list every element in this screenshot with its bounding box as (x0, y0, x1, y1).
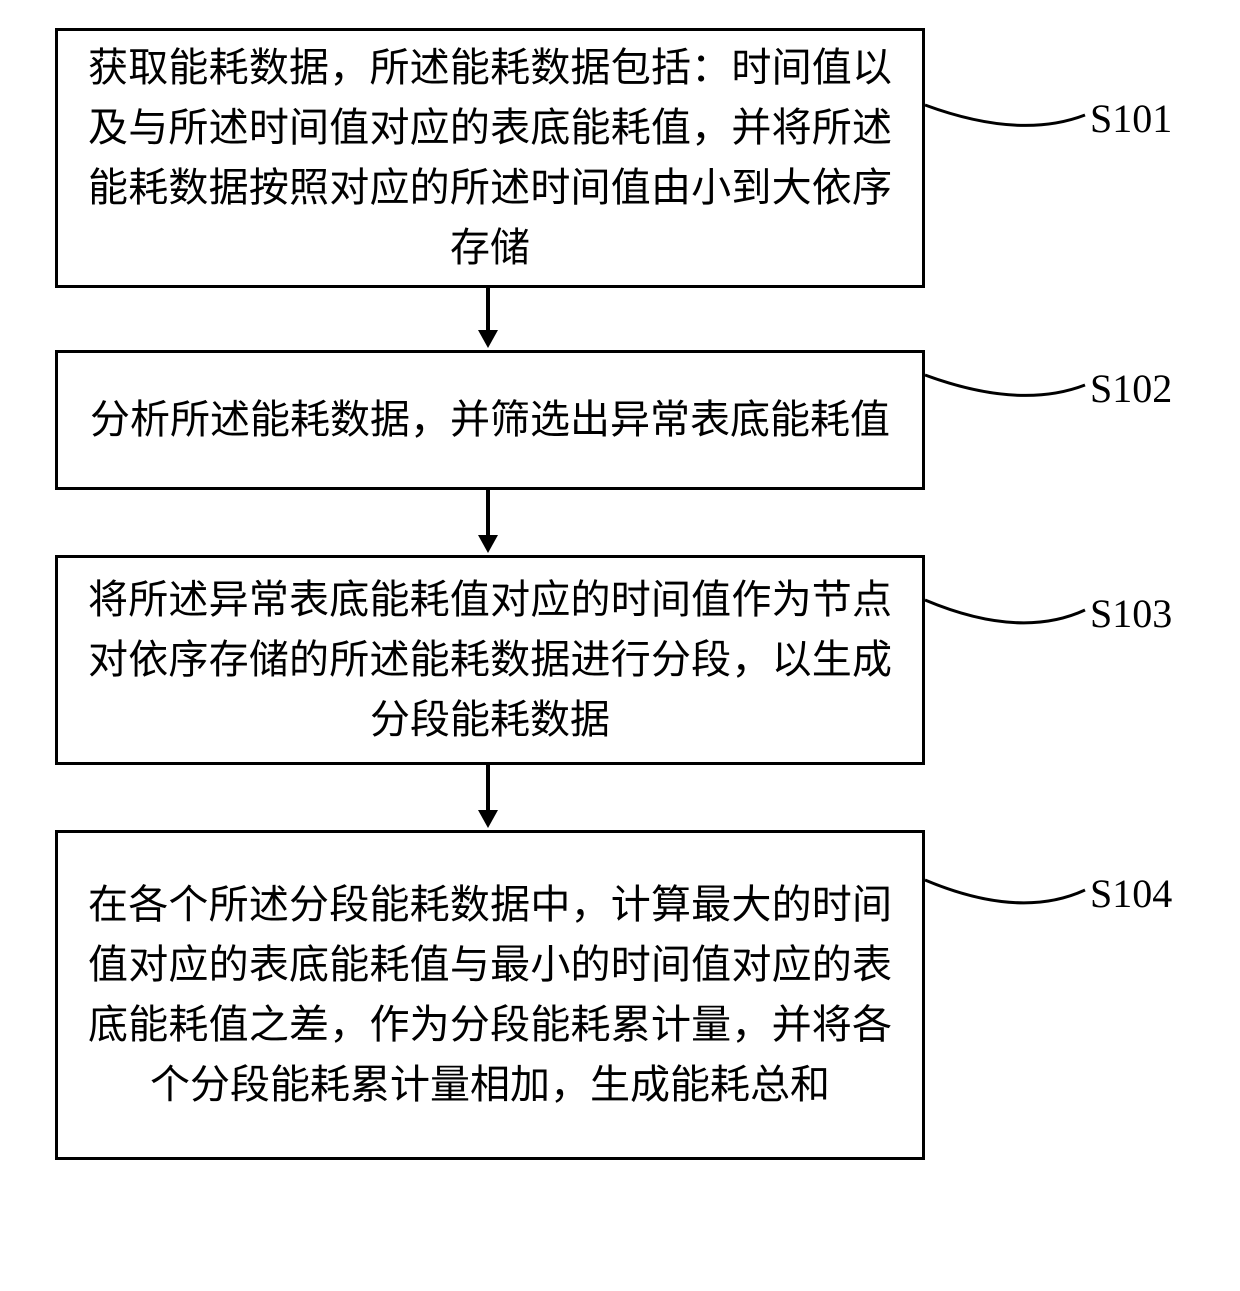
arrow-head-s102-s103 (478, 535, 498, 553)
arrow-head-s103-s104 (478, 810, 498, 828)
step-label-s104: S104 (1090, 870, 1172, 917)
arrow-s103-s104 (486, 765, 490, 812)
flowchart-node-s102: 分析所述能耗数据，并筛选出异常表底能耗值 (55, 350, 925, 490)
node-text-s102: 分析所述能耗数据，并筛选出异常表底能耗值 (90, 390, 890, 450)
step-label-s102: S102 (1090, 365, 1172, 412)
node-text-s101: 获取能耗数据，所述能耗数据包括：时间值以及与所述时间值对应的表底能耗值，并将所述… (88, 38, 892, 278)
arrow-s101-s102 (486, 288, 490, 332)
flowchart-node-s101: 获取能耗数据，所述能耗数据包括：时间值以及与所述时间值对应的表底能耗值，并将所述… (55, 28, 925, 288)
arrow-s102-s103 (486, 490, 490, 537)
node-text-s103: 将所述异常表底能耗值对应的时间值作为节点对依序存储的所述能耗数据进行分段，以生成… (88, 570, 892, 750)
flowchart-node-s104: 在各个所述分段能耗数据中，计算最大的时间值对应的表底能耗值与最小的时间值对应的表… (55, 830, 925, 1160)
node-text-s104: 在各个所述分段能耗数据中，计算最大的时间值对应的表底能耗值与最小的时间值对应的表… (88, 875, 892, 1115)
arrow-head-s101-s102 (478, 330, 498, 348)
flowchart-node-s103: 将所述异常表底能耗值对应的时间值作为节点对依序存储的所述能耗数据进行分段，以生成… (55, 555, 925, 765)
flowchart-container: 获取能耗数据，所述能耗数据包括：时间值以及与所述时间值对应的表底能耗值，并将所述… (0, 0, 1240, 1291)
step-label-s103: S103 (1090, 590, 1172, 637)
step-label-s101: S101 (1090, 95, 1172, 142)
